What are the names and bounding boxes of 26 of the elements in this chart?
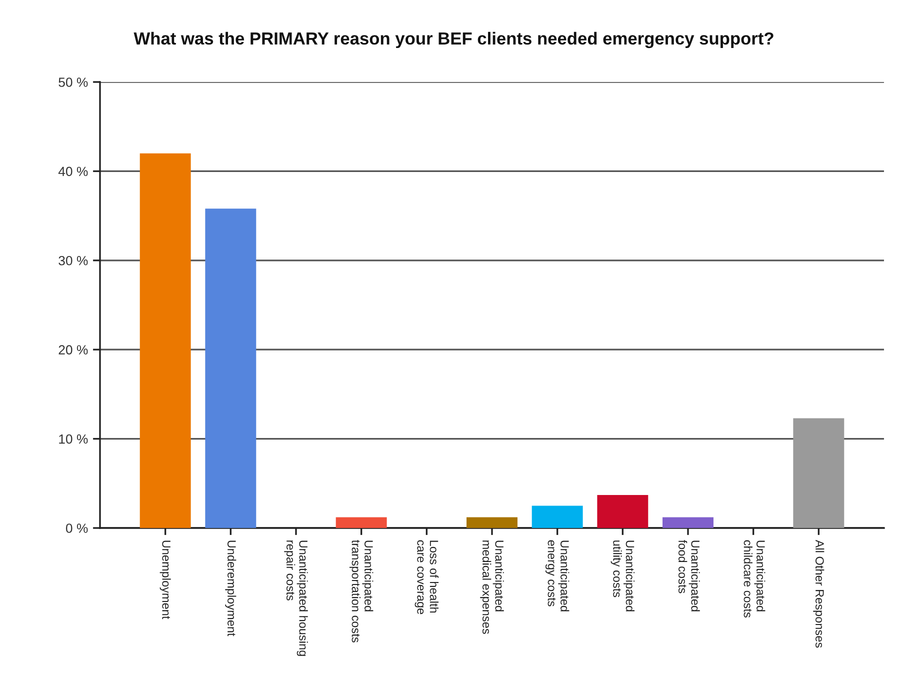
y-tick-label: 40 %	[58, 166, 88, 176]
bar	[532, 506, 583, 528]
bar	[597, 494, 648, 528]
chart-title: What was the PRIMARY reason your BEF clients needed emergency support?	[134, 32, 774, 48]
y-tick-label: 30 %	[58, 256, 88, 266]
x-tick-label: Unemployment	[160, 540, 171, 620]
x-tick-label: Loss of health care coverage	[414, 540, 439, 614]
bar	[140, 153, 191, 528]
y-tick-label: 10 %	[59, 434, 88, 444]
bar	[466, 517, 518, 528]
bar	[205, 208, 256, 528]
x-tick-label: Unanticipated medical expenses	[480, 540, 504, 634]
x-tick-label: Unanticipated food costs	[678, 540, 700, 612]
x-tick-label: Unanticipated transportation costs	[349, 540, 374, 642]
x-tick-label: Unanticipated housing repair costs	[284, 540, 308, 656]
x-tick-label: Unanticipated childcare costs	[744, 540, 766, 618]
x-tick-label: All Other Responses	[813, 540, 824, 648]
y-tick-label: 50 %	[58, 78, 88, 87]
x-tick-label: Unanticipated utility costs	[610, 540, 635, 612]
y-tick-label: 20 %	[58, 345, 88, 355]
y-tick-label: 0 %	[66, 524, 88, 533]
bar	[336, 517, 387, 528]
x-tick-label: Underemployment	[225, 540, 236, 636]
bar	[793, 418, 844, 528]
bar	[662, 517, 714, 528]
x-tick-label: Unanticipated energy costs	[545, 540, 570, 612]
